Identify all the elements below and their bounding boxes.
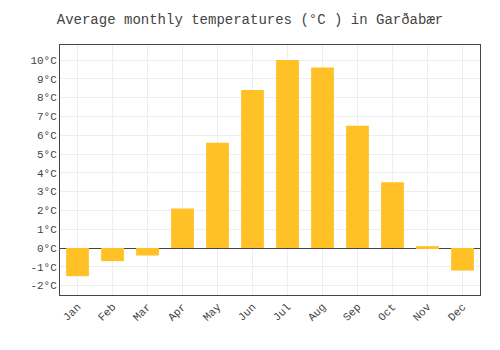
svg-text:Feb: Feb [96,301,118,323]
svg-text:-2°C: -2°C [30,280,57,292]
svg-text:Jul: Jul [271,301,293,323]
svg-text:Dec: Dec [446,301,468,323]
svg-text:Average monthly temperatures (: Average monthly temperatures (°C ) in Ga… [57,12,443,28]
svg-text:Jun: Jun [236,301,258,323]
svg-text:8°C: 8°C [37,92,57,104]
svg-text:1°C: 1°C [37,224,57,236]
svg-text:9°C: 9°C [37,74,57,86]
svg-text:Mar: Mar [131,301,153,323]
svg-text:5°C: 5°C [37,149,57,161]
svg-text:May: May [201,301,224,324]
svg-text:-1°C: -1°C [30,262,57,274]
svg-text:Nov: Nov [411,301,434,324]
svg-text:2°C: 2°C [37,205,57,217]
svg-text:Sep: Sep [341,301,363,323]
svg-text:Jan: Jan [61,301,83,323]
svg-text:3°C: 3°C [37,186,57,198]
svg-text:7°C: 7°C [37,111,57,123]
svg-text:Oct: Oct [376,301,398,323]
svg-text:4°C: 4°C [37,168,57,180]
svg-text:6°C: 6°C [37,130,57,142]
svg-text:Apr: Apr [166,301,188,323]
svg-text:Aug: Aug [306,301,328,323]
svg-text:10°C: 10°C [30,55,57,67]
svg-text:0°C: 0°C [37,243,57,255]
